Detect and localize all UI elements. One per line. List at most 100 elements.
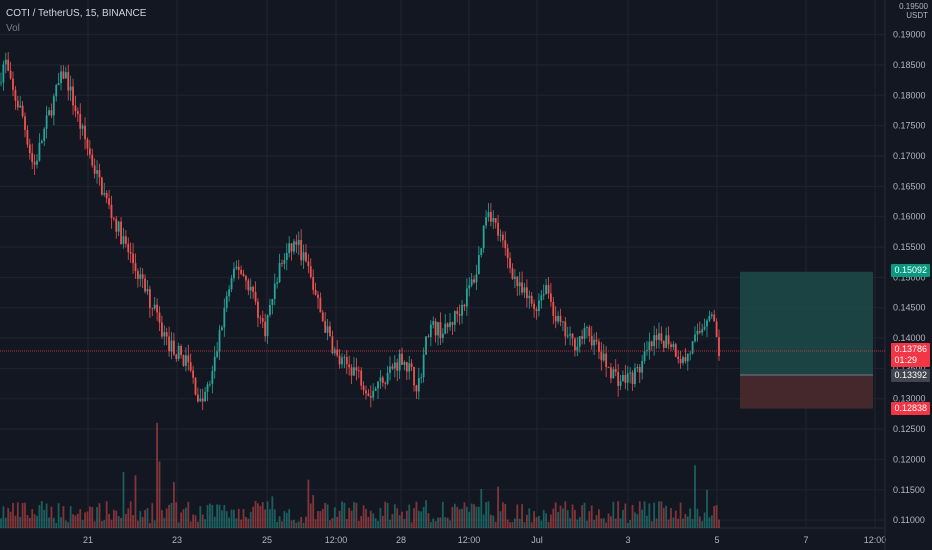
currency-label: 0.19500 USDT <box>899 2 928 20</box>
candle-body <box>240 269 243 274</box>
volume-bar <box>535 517 538 528</box>
candle-body <box>434 321 437 336</box>
volume-bar <box>86 511 89 528</box>
candle-body <box>425 336 427 355</box>
candle-body <box>271 298 274 305</box>
volume-bar <box>160 510 163 528</box>
y-tick-label: 0.18000 <box>893 90 926 100</box>
candle-body <box>153 304 156 309</box>
volume-bar <box>81 520 84 528</box>
volume-bar <box>122 472 125 528</box>
y-tick-label: 0.13000 <box>893 394 926 404</box>
candle-body <box>374 388 377 391</box>
volume-bar <box>43 509 46 528</box>
volume-bar <box>550 514 552 528</box>
volume-bar <box>72 514 74 528</box>
candle-body <box>28 144 31 153</box>
volume-bar <box>590 505 593 528</box>
volume-bar <box>57 503 60 528</box>
volume-bar <box>213 516 216 528</box>
volume-bar <box>482 514 485 528</box>
candle-body <box>187 355 190 363</box>
candle-body <box>559 315 562 322</box>
volume-bar <box>554 502 557 528</box>
volume-legend[interactable]: Vol <box>6 23 20 34</box>
volume-bar <box>64 520 67 528</box>
candle-body <box>461 304 463 316</box>
candle-body <box>209 383 211 385</box>
candle-body <box>331 336 334 354</box>
candle-body <box>453 311 456 325</box>
candle-body <box>696 330 699 335</box>
currency-name[interactable]: USDT <box>906 11 928 20</box>
candle-body <box>648 341 651 351</box>
candle-body <box>540 295 543 301</box>
volume-bar <box>631 504 634 528</box>
candle-body <box>537 300 540 312</box>
candle-body <box>622 375 624 382</box>
volume-bar <box>357 521 360 528</box>
volume-bar <box>45 503 48 528</box>
volume-bar <box>177 522 180 528</box>
volume-bar <box>468 511 471 528</box>
candle-body <box>362 385 365 391</box>
volume-bar <box>55 522 58 528</box>
candle-body <box>415 385 418 392</box>
candle-body <box>701 329 704 333</box>
candle-body <box>151 307 154 309</box>
volume-bar <box>237 508 240 528</box>
candle-body <box>295 241 298 245</box>
candle-body <box>288 243 291 254</box>
volume-bar <box>422 507 425 528</box>
volume-bar <box>537 515 540 528</box>
target-price-tag: 0.15092 <box>891 264 930 277</box>
volume-bar <box>52 517 55 528</box>
candle-body <box>96 170 98 174</box>
volume-bar <box>441 501 444 528</box>
candle-body <box>369 395 372 398</box>
candle-body <box>357 370 360 372</box>
volume-bar <box>660 501 663 528</box>
entry-price-tag: 0.13392 <box>891 369 930 382</box>
candle-body <box>715 321 718 338</box>
volume-bar <box>182 509 185 528</box>
volume-bar <box>595 515 598 528</box>
candle-body <box>439 322 442 339</box>
y-tick-label: 0.16500 <box>893 181 926 191</box>
candle-body <box>273 283 276 299</box>
candle-body <box>33 162 36 165</box>
volume-bar <box>581 505 584 528</box>
volume-bar <box>201 514 204 528</box>
symbol-title[interactable]: COTI / TetherUS, 15, BINANCE <box>6 8 147 19</box>
candle-body <box>341 357 343 365</box>
candle-body <box>566 335 569 337</box>
candle-body <box>144 278 146 292</box>
volume-bar <box>518 518 521 528</box>
candle-body <box>403 362 406 365</box>
candle-body <box>105 193 108 199</box>
candle-body <box>595 339 598 342</box>
volume-bar <box>696 508 699 528</box>
volume-bar <box>326 504 329 528</box>
x-tick-label: Jul <box>531 535 543 545</box>
candle-body <box>163 332 166 337</box>
candle-body <box>312 277 315 290</box>
candle-body <box>674 344 677 357</box>
volume-bar <box>7 507 10 528</box>
candle-body <box>88 148 91 155</box>
candle-body <box>9 70 12 79</box>
candle-body <box>432 321 435 325</box>
volume-bar <box>420 511 423 528</box>
candle-body <box>360 370 363 386</box>
candle-body <box>593 339 596 346</box>
volume-bar <box>602 518 605 528</box>
volume-bar <box>271 496 274 528</box>
volume-bar <box>662 507 665 528</box>
candle-body <box>45 115 48 129</box>
candle-body <box>252 286 255 292</box>
candle-body <box>571 333 574 339</box>
candle-body <box>598 341 600 352</box>
volume-bar <box>19 516 22 528</box>
volume-bar <box>88 506 91 528</box>
